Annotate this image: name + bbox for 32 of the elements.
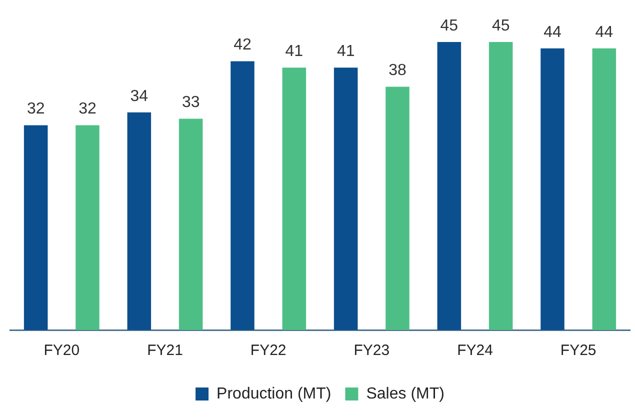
x-tick-label: FY25 (560, 342, 596, 360)
bar (230, 61, 254, 330)
data-label: 45 (492, 17, 510, 34)
data-label: 44 (595, 24, 614, 41)
data-label: 34 (130, 88, 148, 105)
bar (24, 125, 48, 330)
data-label: 41 (336, 43, 355, 60)
bar (386, 86, 410, 330)
data-label: 32 (78, 100, 96, 118)
bar (127, 112, 152, 330)
data-label: 41 (285, 43, 304, 60)
x-tick-label: FY24 (457, 342, 493, 360)
bar (282, 68, 306, 330)
data-label: 44 (544, 24, 562, 41)
data-label: 38 (388, 62, 406, 80)
x-tick-label: FY23 (354, 342, 390, 360)
legend-label: Sales (MT) (366, 385, 444, 402)
data-label: 33 (182, 94, 200, 112)
legend-label: Production (MT) (216, 385, 332, 402)
bar (76, 125, 100, 330)
bar (592, 48, 616, 330)
x-tick-label: FY21 (147, 342, 183, 360)
bar (540, 48, 564, 330)
bar (488, 42, 513, 330)
x-tick-label: FY20 (44, 342, 80, 360)
data-label: 42 (234, 36, 252, 54)
data-label: 32 (26, 100, 45, 118)
bar (178, 118, 203, 330)
bar (334, 68, 358, 330)
bar (437, 42, 462, 330)
x-tick-label: FY22 (250, 342, 286, 360)
data-label: 45 (440, 17, 458, 34)
